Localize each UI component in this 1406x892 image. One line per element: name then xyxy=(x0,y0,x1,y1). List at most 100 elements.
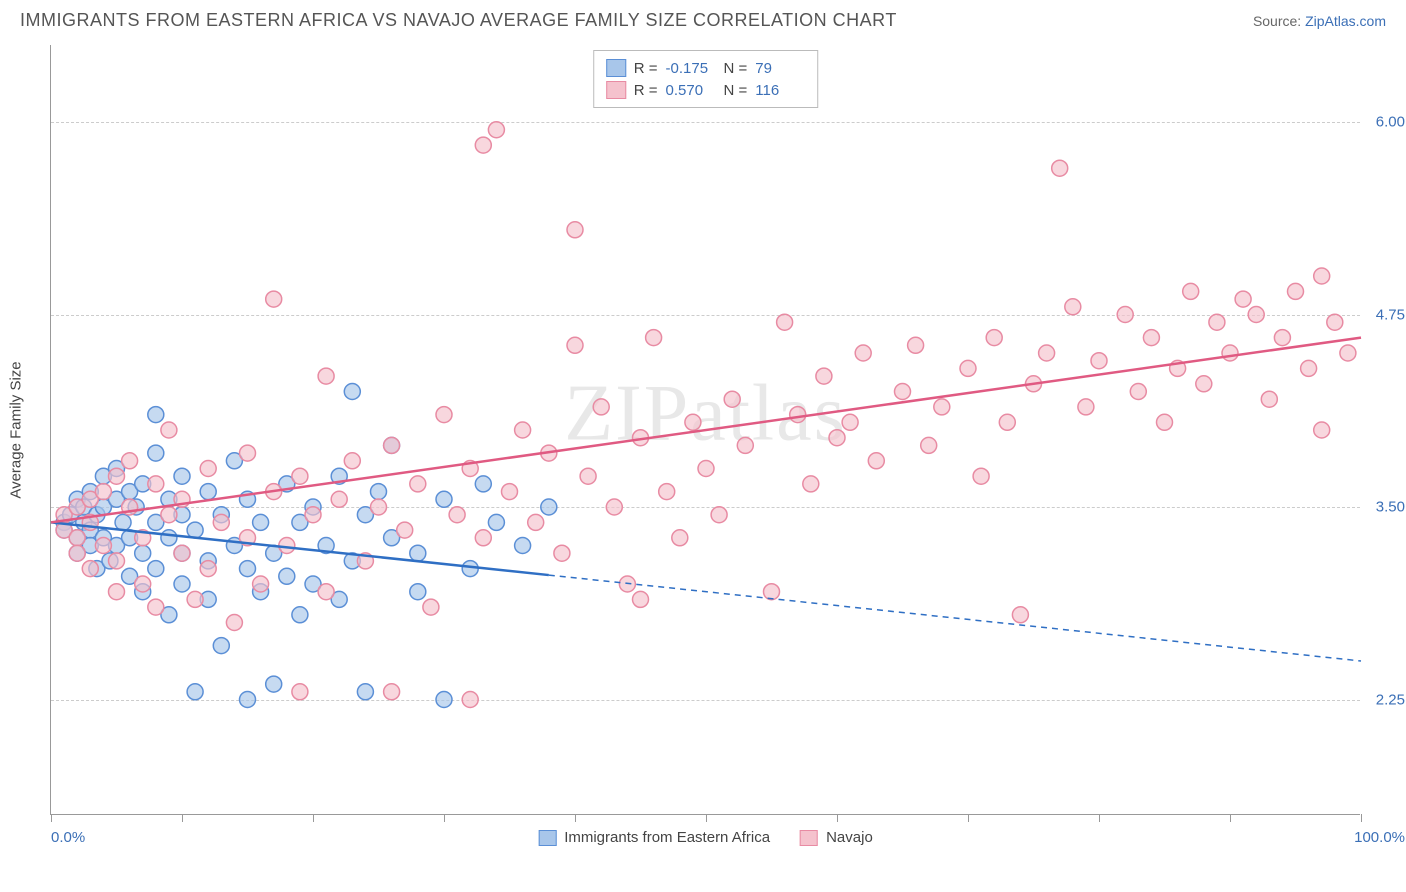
data-point xyxy=(187,684,203,700)
data-point xyxy=(200,461,216,477)
ytick-label: 3.50 xyxy=(1376,499,1405,516)
data-point xyxy=(174,545,190,561)
data-point xyxy=(161,507,177,523)
legend-swatch xyxy=(800,830,818,846)
data-point xyxy=(423,599,439,615)
data-point xyxy=(816,368,832,384)
data-point xyxy=(95,484,111,500)
data-point xyxy=(82,561,98,577)
legend-series-name: Navajo xyxy=(826,829,873,846)
data-point xyxy=(109,553,125,569)
data-point xyxy=(410,476,426,492)
data-point xyxy=(371,484,387,500)
data-point xyxy=(488,122,504,138)
data-point xyxy=(764,584,780,600)
data-point xyxy=(646,330,662,346)
data-point xyxy=(685,414,701,430)
data-point xyxy=(1301,360,1317,376)
data-point xyxy=(436,692,452,708)
trend-line-dashed xyxy=(549,575,1361,661)
data-point xyxy=(475,530,491,546)
data-point xyxy=(226,615,242,631)
data-point xyxy=(122,453,138,469)
data-point xyxy=(318,368,334,384)
data-point xyxy=(1012,607,1028,623)
data-point xyxy=(803,476,819,492)
ytick-label: 6.00 xyxy=(1376,114,1405,131)
legend-n-value: 116 xyxy=(755,82,805,99)
data-point xyxy=(711,507,727,523)
data-point xyxy=(1143,330,1159,346)
data-point xyxy=(842,414,858,430)
data-point xyxy=(410,545,426,561)
data-point xyxy=(410,584,426,600)
xaxis-min-label: 0.0% xyxy=(51,829,85,846)
data-point xyxy=(790,407,806,423)
data-point xyxy=(502,484,518,500)
data-point xyxy=(895,384,911,400)
yaxis-title: Average Family Size xyxy=(8,361,25,498)
data-point xyxy=(148,476,164,492)
data-point xyxy=(1222,345,1238,361)
data-point xyxy=(1314,268,1330,284)
data-point xyxy=(292,607,308,623)
legend-r-label: R = xyxy=(634,60,658,77)
data-point xyxy=(1039,345,1055,361)
data-point xyxy=(1117,307,1133,323)
xtick xyxy=(706,814,707,822)
xtick xyxy=(444,814,445,822)
data-point xyxy=(187,591,203,607)
data-point xyxy=(240,445,256,461)
data-point xyxy=(115,514,131,530)
data-point xyxy=(200,561,216,577)
data-point xyxy=(135,545,151,561)
data-point xyxy=(999,414,1015,430)
data-point xyxy=(462,692,478,708)
data-point xyxy=(672,530,688,546)
data-point xyxy=(606,499,622,515)
data-point xyxy=(148,445,164,461)
data-point xyxy=(1157,414,1173,430)
legend-series: Immigrants from Eastern Africa Navajo xyxy=(538,829,873,846)
data-point xyxy=(1130,384,1146,400)
data-point xyxy=(357,684,373,700)
xtick xyxy=(575,814,576,822)
data-point xyxy=(698,461,714,477)
legend-correlation: R = -0.175N = 79R = 0.570N = 116 xyxy=(593,50,819,108)
data-point xyxy=(174,576,190,592)
data-point xyxy=(633,591,649,607)
chart-area: Average Family Size ZIPatlas 2.253.504.7… xyxy=(50,45,1360,815)
legend-n-label: N = xyxy=(724,60,748,77)
xtick xyxy=(51,814,52,822)
data-point xyxy=(213,514,229,530)
data-point xyxy=(1209,314,1225,330)
legend-item: Immigrants from Eastern Africa xyxy=(538,829,770,846)
data-point xyxy=(1065,299,1081,315)
data-point xyxy=(1078,399,1094,415)
data-point xyxy=(174,468,190,484)
data-point xyxy=(475,137,491,153)
data-point xyxy=(187,522,203,538)
data-point xyxy=(135,576,151,592)
data-point xyxy=(1052,160,1068,176)
data-point xyxy=(488,514,504,530)
source-link[interactable]: ZipAtlas.com xyxy=(1305,13,1386,29)
data-point xyxy=(475,476,491,492)
data-point xyxy=(777,314,793,330)
legend-series-name: Immigrants from Eastern Africa xyxy=(564,829,770,846)
xtick xyxy=(313,814,314,822)
data-point xyxy=(292,468,308,484)
xtick xyxy=(1230,814,1231,822)
legend-item: Navajo xyxy=(800,829,873,846)
data-point xyxy=(449,507,465,523)
data-point xyxy=(1327,314,1343,330)
data-point xyxy=(960,360,976,376)
legend-swatch xyxy=(606,59,626,77)
scatter-plot xyxy=(51,45,1360,814)
data-point xyxy=(737,437,753,453)
data-point xyxy=(384,684,400,700)
data-point xyxy=(436,491,452,507)
data-point xyxy=(200,484,216,500)
data-point xyxy=(567,222,583,238)
data-point xyxy=(69,530,85,546)
